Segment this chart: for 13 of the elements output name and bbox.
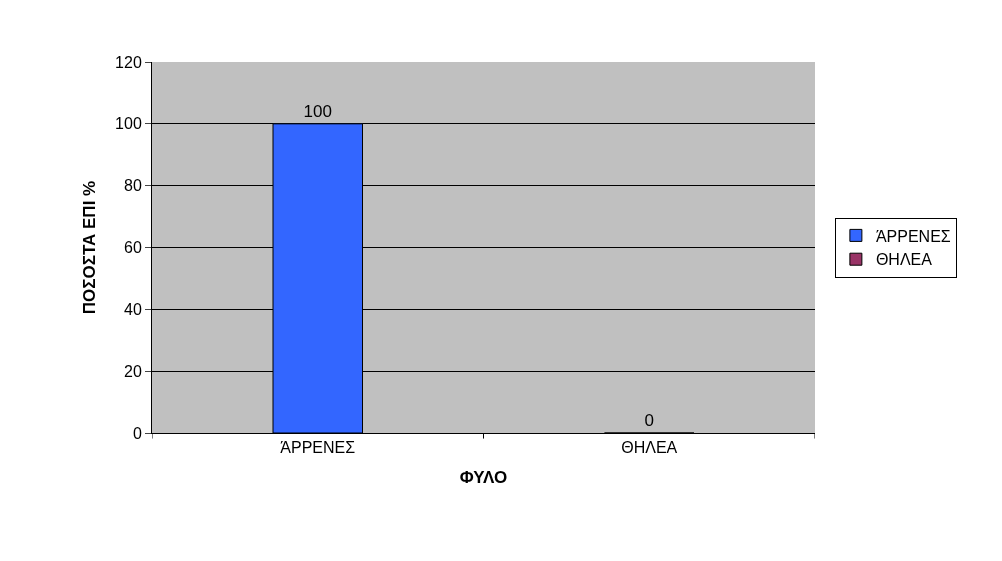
legend-label: ΘΗΛΕΑ xyxy=(875,251,933,269)
data-label: 100 xyxy=(303,101,332,121)
y-tick-label: 0 xyxy=(132,424,142,442)
y-tick-label: 20 xyxy=(124,362,142,380)
y-axis-title: ΠΟΣΟΣΤΑ ΕΠΙ % xyxy=(79,180,99,315)
y-tick-label: 40 xyxy=(124,300,142,318)
y-tick-label: 100 xyxy=(115,115,142,133)
y-tick-label: 80 xyxy=(124,177,142,195)
x-axis-title: ΦΥΛΟ xyxy=(459,467,508,487)
legend-label: ΆΡΡΕΝΕΣ xyxy=(875,227,951,245)
y-tick-label: 60 xyxy=(124,239,142,257)
data-label: 0 xyxy=(644,411,654,430)
y-tick-label: 120 xyxy=(115,53,142,71)
